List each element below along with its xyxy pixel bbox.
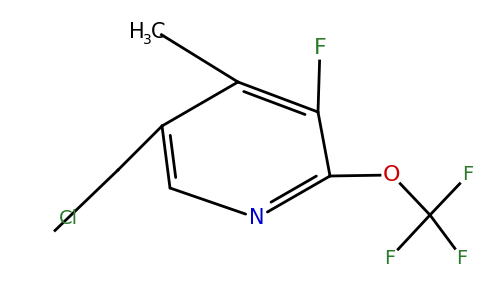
Text: H: H (129, 22, 145, 42)
Text: O: O (383, 165, 401, 185)
Text: N: N (249, 208, 265, 228)
Text: F: F (314, 38, 326, 58)
Text: C: C (151, 22, 165, 42)
Text: F: F (462, 166, 474, 184)
Text: F: F (456, 248, 468, 268)
Text: Cl: Cl (59, 208, 77, 227)
Text: 3: 3 (143, 33, 151, 47)
Text: F: F (384, 248, 395, 268)
